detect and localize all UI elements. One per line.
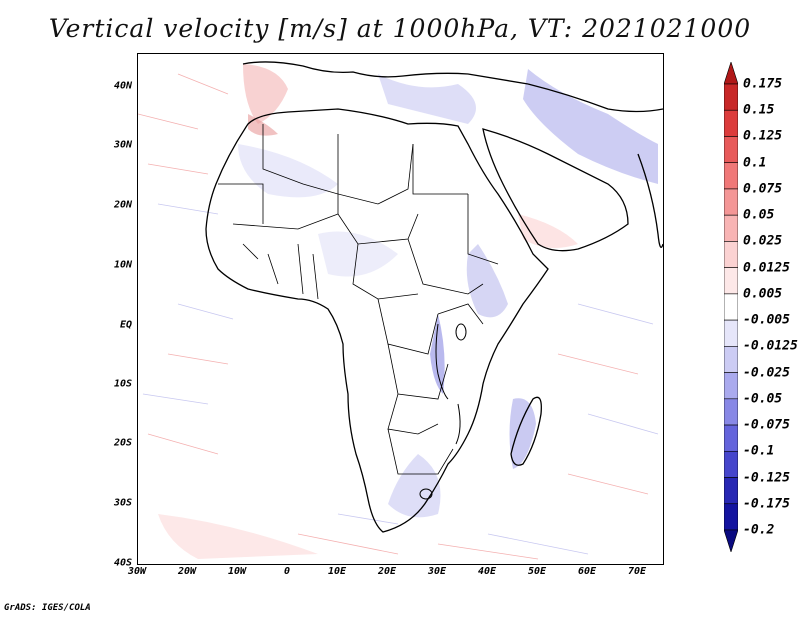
lon-label-30w: 30W (127, 566, 147, 577)
colorbar-level-label: -0.005 (743, 312, 790, 328)
lon-label-70e: 70E (627, 566, 647, 577)
lon-label-30e: 30E (427, 566, 447, 577)
lat-label-20s: 20S (113, 437, 132, 449)
lat-label-30n: 30N (113, 139, 132, 151)
colorbar-swatch (724, 503, 738, 531)
lat-label-eq: EQ (119, 319, 132, 331)
lat-label-40n: 40N (113, 80, 132, 92)
colorbar-swatch (724, 136, 738, 164)
colorbar-level-label: 0.005 (743, 286, 783, 302)
colorbar-swatch (724, 450, 738, 478)
colorbar-level-label: -0.1 (743, 443, 775, 459)
colorbar-level-label: -0.175 (743, 496, 790, 512)
colorbar-level-label: 0.15 (743, 102, 775, 118)
colorbar-swatch (724, 214, 738, 242)
colorbar-swatch (724, 398, 738, 426)
colorbar-swatch (724, 529, 738, 552)
colorbar (724, 62, 738, 552)
colorbar-swatch (724, 477, 738, 505)
colorbar-swatch (724, 319, 738, 347)
colorbar-level-label: -0.125 (743, 470, 790, 486)
lon-label-20w: 20W (177, 566, 197, 577)
grads-credit: GrADS: IGES/COLA (4, 603, 91, 613)
map-plot-area (137, 53, 664, 565)
colorbar-swatch (724, 62, 738, 85)
lon-label-0: 0 (283, 566, 291, 577)
lat-label-40s: 40S (113, 557, 132, 569)
colorbar-level-label: 0.175 (743, 76, 783, 92)
lat-label-10n: 10N (113, 259, 132, 271)
map-title: Vertical velocity [m/s] at 1000hPa, VT: … (48, 14, 752, 43)
country-borders (218, 124, 499, 475)
velocity-map (138, 61, 663, 560)
colorbar-swatch (724, 162, 738, 190)
lon-label-40e: 40E (477, 566, 497, 577)
colorbar-level-label: -0.2 (743, 522, 775, 538)
colorbar-level-label: 0.125 (743, 128, 783, 144)
colorbar-level-label: -0.05 (743, 391, 783, 407)
coastline (205, 61, 663, 533)
lon-label-20e: 20E (377, 566, 397, 577)
colorbar-swatch (724, 83, 738, 111)
lakes (419, 323, 467, 500)
contour-field (138, 64, 659, 560)
lon-label-10e: 10E (327, 566, 347, 577)
colorbar-swatch (724, 188, 738, 216)
colorbar-level-label: 0.025 (743, 233, 783, 249)
colorbar-level-label: -0.075 (743, 417, 790, 433)
colorbar-level-label: 0.0125 (743, 260, 790, 276)
colorbar-level-label: 0.075 (743, 181, 783, 197)
lon-label-60e: 60E (577, 566, 597, 577)
colorbar-swatch (724, 424, 738, 452)
lon-label-50e: 50E (527, 566, 547, 577)
colorbar-level-label: -0.0125 (743, 338, 798, 354)
colorbar-level-label: -0.025 (743, 365, 790, 381)
lat-label-30s: 30S (113, 497, 132, 509)
colorbar-swatch (724, 241, 738, 268)
lon-label-10w: 10W (227, 566, 247, 577)
colorbar-swatch (724, 267, 738, 295)
colorbar-swatch (724, 372, 738, 400)
lat-label-20n: 20N (113, 199, 132, 211)
colorbar-level-label: 0.1 (743, 155, 767, 171)
colorbar-level-label: 0.05 (743, 207, 775, 223)
colorbar-swatch (724, 109, 738, 137)
colorbar-swatch (724, 293, 738, 321)
lat-label-10s: 10S (113, 378, 132, 390)
colorbar-swatch (724, 346, 738, 373)
